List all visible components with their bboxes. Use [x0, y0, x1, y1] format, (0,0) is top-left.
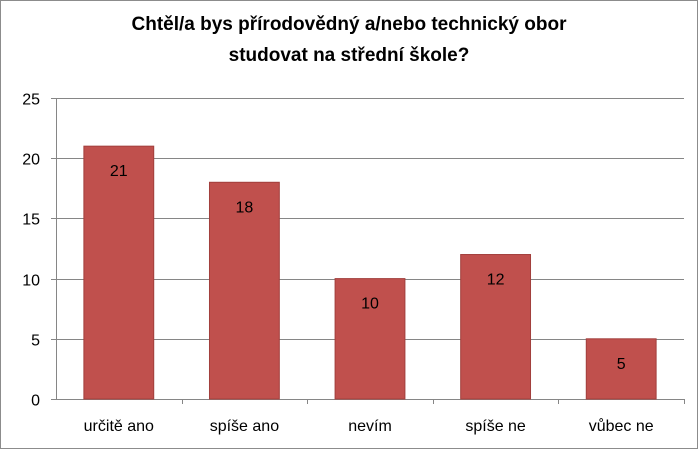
x-category-label: vůbec ne [589, 417, 654, 435]
data-label: 18 [236, 199, 254, 216]
y-tick-label: 15 [22, 212, 40, 229]
chart-title-line-2: studovat na střední škole? [229, 45, 470, 66]
x-category-label: spíše ne [465, 418, 526, 435]
data-label: 5 [617, 356, 626, 373]
data-label: 10 [361, 296, 379, 313]
x-category-label: spíše ano [210, 418, 279, 435]
y-tick-label: 5 [31, 333, 40, 350]
data-label: 12 [487, 272, 505, 289]
bar [208, 181, 280, 400]
chart-title-line-1: Chtěl/a bys přírodovědný a/nebo technick… [132, 14, 568, 35]
x-category-label: nevím [348, 418, 392, 435]
data-label: 21 [110, 163, 128, 180]
x-category-label: určitě ano [84, 418, 154, 435]
bar [334, 278, 406, 400]
y-tick-label: 10 [22, 273, 40, 290]
y-tick-label: 25 [22, 92, 40, 109]
bar [585, 338, 657, 400]
bar [83, 145, 155, 400]
bars [83, 145, 657, 400]
y-tick-label: 0 [31, 393, 40, 410]
y-tick-label: 20 [22, 152, 40, 169]
labels: 0 5 10 15 20 25 21 určitě ano 18 spíše ano 10 nevím… [22, 92, 654, 436]
bar [460, 254, 532, 400]
